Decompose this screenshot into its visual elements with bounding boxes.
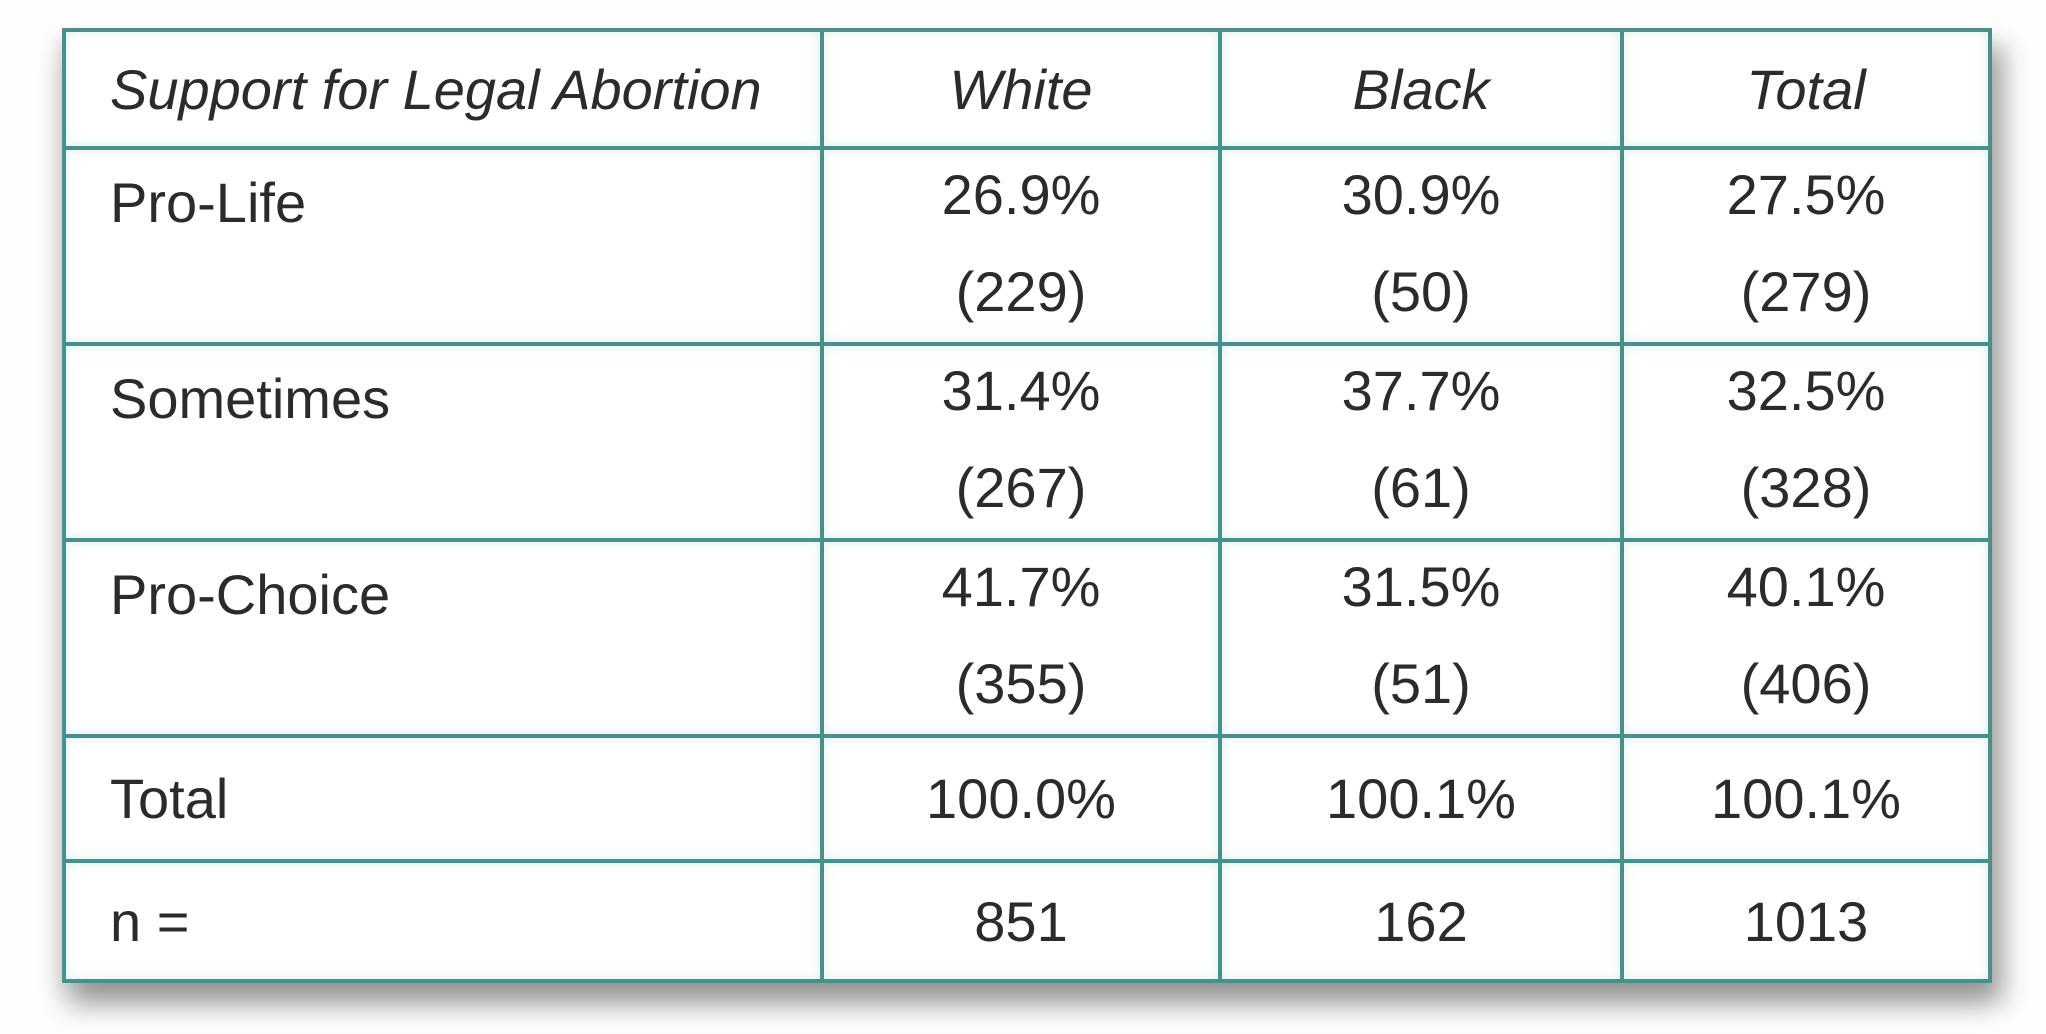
cell-pro-life-total: 27.5% (279)	[1620, 146, 1992, 346]
row-label-pro-choice: Pro-Choice	[62, 538, 824, 738]
count-value: (50)	[1371, 259, 1471, 323]
cell-sometimes-white: 31.4% (267)	[820, 342, 1222, 542]
cell-pro-choice-white: 41.7% (355)	[820, 538, 1222, 738]
percent-value: 40.1%	[1726, 555, 1886, 618]
count-value: (51)	[1371, 651, 1471, 715]
support-legal-abortion-table: Support for Legal Abortion White Black T…	[62, 28, 1992, 983]
count-value: (355)	[955, 651, 1087, 715]
count-value: (406)	[1740, 651, 1872, 715]
count-value: (61)	[1371, 455, 1471, 519]
cell-sometimes-black: 37.7% (61)	[1218, 342, 1624, 542]
row-label-n: n =	[62, 859, 824, 983]
cell-n-black: 162	[1218, 859, 1624, 983]
cell-n-total: 1013	[1620, 859, 1992, 983]
cell-total-white: 100.0%	[820, 734, 1222, 863]
row-label-total: Total	[62, 734, 824, 863]
table-row-pro-choice: Pro-Choice 41.7% (355) 31.5% (51) 40.1% …	[62, 538, 1992, 738]
percent-value: 41.7%	[941, 555, 1101, 618]
cell-total-black: 100.1%	[1218, 734, 1624, 863]
header-row: Support for Legal Abortion White Black T…	[62, 28, 1992, 150]
cell-n-white: 851	[820, 859, 1222, 983]
table-row-sometimes: Sometimes 31.4% (267) 37.7% (61) 32.5% (…	[62, 342, 1992, 542]
column-header-white: White	[820, 28, 1222, 150]
column-header-black: Black	[1218, 28, 1624, 150]
count-value: (328)	[1740, 455, 1872, 519]
table-row-total: Total 100.0% 100.1% 100.1%	[62, 734, 1992, 863]
count-value: (279)	[1740, 259, 1872, 323]
percent-value: 32.5%	[1726, 359, 1886, 422]
column-header-total: Total	[1620, 28, 1992, 150]
row-label-pro-life: Pro-Life	[62, 146, 824, 346]
count-value: (267)	[955, 455, 1087, 519]
percent-value: 31.5%	[1341, 555, 1501, 618]
cell-pro-choice-black: 31.5% (51)	[1218, 538, 1624, 738]
percent-value: 27.5%	[1726, 163, 1886, 226]
table-row-pro-life: Pro-Life 26.9% (229) 30.9% (50) 27.5% (2…	[62, 146, 1992, 346]
percent-value: 31.4%	[941, 359, 1101, 422]
percent-value: 37.7%	[1341, 359, 1501, 422]
table-row-n: n = 851 162 1013	[62, 859, 1992, 983]
table-title: Support for Legal Abortion	[62, 28, 824, 150]
percent-value: 26.9%	[941, 163, 1101, 226]
row-label-sometimes: Sometimes	[62, 342, 824, 542]
cell-pro-choice-total: 40.1% (406)	[1620, 538, 1992, 738]
cell-pro-life-white: 26.9% (229)	[820, 146, 1222, 346]
count-value: (229)	[955, 259, 1087, 323]
cell-pro-life-black: 30.9% (50)	[1218, 146, 1624, 346]
cell-sometimes-total: 32.5% (328)	[1620, 342, 1992, 542]
percent-value: 30.9%	[1341, 163, 1501, 226]
cell-total-total: 100.1%	[1620, 734, 1992, 863]
